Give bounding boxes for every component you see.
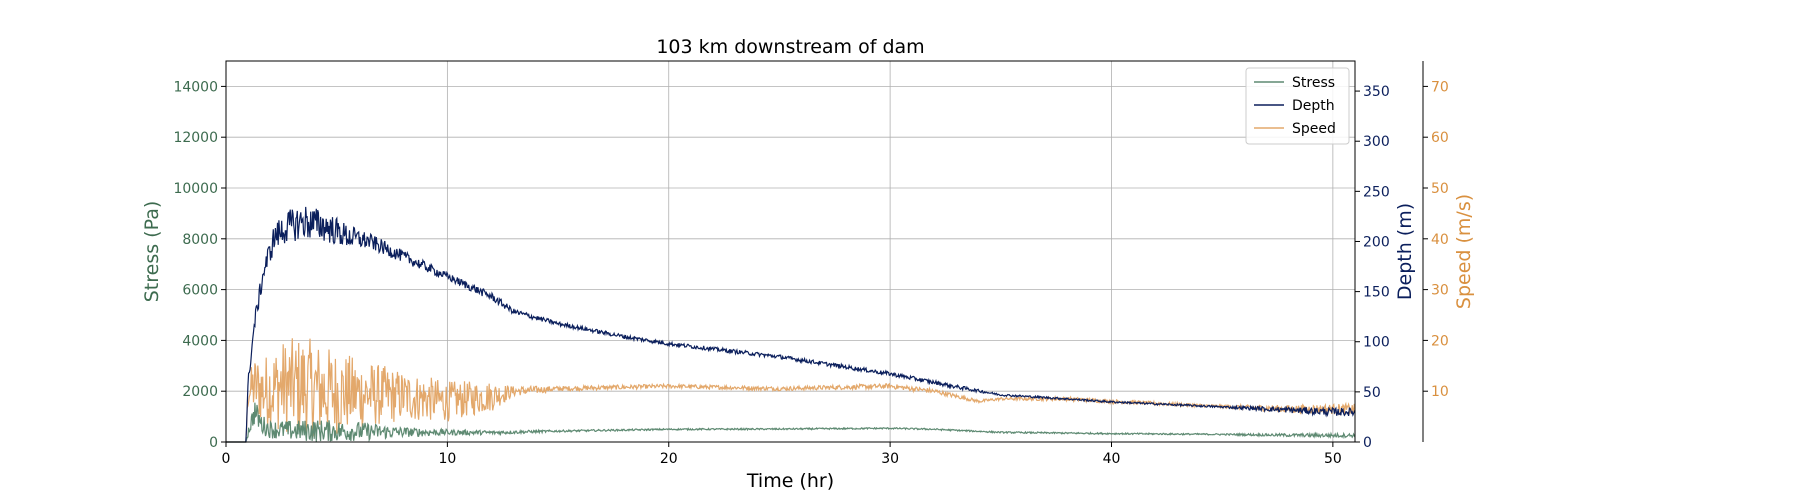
stress-tick-label: 0 <box>209 435 218 451</box>
speed-tick-label: 70 <box>1431 79 1449 95</box>
stress-axis-label: Stress (Pa) <box>141 201 163 303</box>
speed-axis-label: Speed (m/s) <box>1453 194 1475 309</box>
legend-label-speed: Speed <box>1292 121 1336 137</box>
depth-axis-label: Depth (m) <box>1394 203 1416 300</box>
depth-tick-label: 150 <box>1363 285 1390 301</box>
stress-tick-label: 10000 <box>173 181 218 197</box>
legend-box <box>1245 67 1350 145</box>
x-tick-label: 30 <box>881 451 899 467</box>
x-tick-label: 10 <box>438 451 456 467</box>
series-line-stress <box>226 402 1356 443</box>
stress-tick-label: 8000 <box>182 232 218 248</box>
stress-tick-label: 2000 <box>182 384 218 400</box>
series-lines <box>226 206 1356 443</box>
series-line-speed <box>226 338 1356 443</box>
series-line-depth <box>226 206 1356 443</box>
stress-tick-label: 6000 <box>182 283 218 299</box>
legend-label-stress: Stress <box>1292 75 1335 91</box>
depth-tick-label: 200 <box>1363 234 1390 250</box>
legend: Stress Depth Speed <box>1245 67 1350 145</box>
speed-tick-label: 60 <box>1431 130 1449 146</box>
depth-tick-label: 100 <box>1363 335 1390 351</box>
depth-tick-label: 250 <box>1363 184 1390 200</box>
plot-frame <box>225 60 1356 443</box>
speed-tick-label: 40 <box>1431 232 1449 248</box>
speed-tick-label: 10 <box>1431 384 1449 400</box>
x-axis-label: Time (hr) <box>746 470 834 492</box>
depth-tick-label: 300 <box>1363 134 1390 150</box>
stress-tick-label: 4000 <box>182 333 218 349</box>
depth-tick-label: 350 <box>1363 84 1390 100</box>
x-tick-label: 40 <box>1103 451 1121 467</box>
axes <box>225 60 1424 443</box>
depth-tick-label: 0 <box>1363 435 1372 451</box>
x-tick-label: 20 <box>660 451 678 467</box>
chart-title: 103 km downstream of dam <box>656 36 924 58</box>
x-tick-label: 0 <box>222 451 231 467</box>
axis-ticks: 0 10 20 30 40 5002000400060008000100001200014… <box>173 79 1448 467</box>
speed-tick-label: 50 <box>1431 181 1449 197</box>
x-tick-label: 50 <box>1324 451 1342 467</box>
depth-tick-label: 50 <box>1363 385 1381 401</box>
legend-label-depth: Depth <box>1292 98 1335 114</box>
stress-tick-label: 14000 <box>173 79 218 95</box>
speed-tick-label: 30 <box>1431 283 1449 299</box>
stress-tick-label: 12000 <box>173 130 218 146</box>
speed-tick-label: 20 <box>1431 333 1449 349</box>
